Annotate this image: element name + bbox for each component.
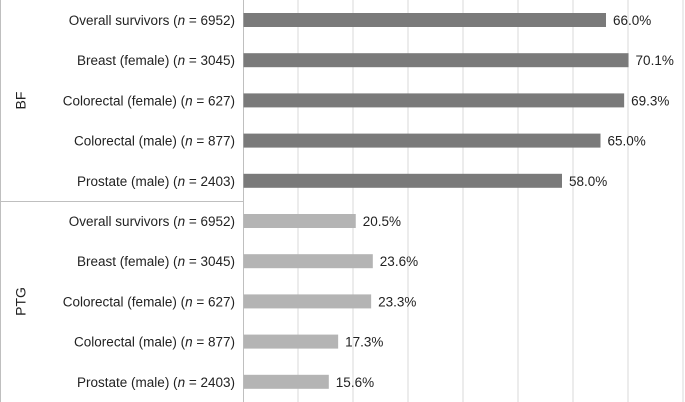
bar <box>243 53 629 68</box>
bar <box>243 374 329 389</box>
bar <box>243 133 601 148</box>
value-label: 58.0% <box>569 174 607 189</box>
bar <box>243 334 339 349</box>
bar <box>243 13 606 27</box>
labels: Overall survivors (n = 6952) 66.0% Breast … <box>13 13 674 390</box>
category-label: Prostate (male) (n = 2403) <box>77 174 235 189</box>
category-label: Breast (female) (n = 3045) <box>77 254 235 269</box>
category-label: Overall survivors (n = 6952) <box>69 214 235 229</box>
category-label: Overall survivors (n = 6952) <box>69 13 235 28</box>
bar <box>243 254 373 269</box>
bar <box>243 93 625 108</box>
value-label: 17.3% <box>345 335 383 350</box>
value-label: 23.3% <box>378 294 416 309</box>
category-label: Colorectal (male) (n = 877) <box>74 134 235 149</box>
bars <box>243 13 629 389</box>
value-label: 70.1% <box>636 53 674 68</box>
category-label: Colorectal (female) (n = 627) <box>63 93 235 108</box>
bar <box>243 214 356 228</box>
value-label: 15.6% <box>336 375 374 390</box>
group-label: PTG <box>13 287 29 316</box>
value-label: 69.3% <box>631 93 669 108</box>
value-label: 23.6% <box>380 254 418 269</box>
category-label: Prostate (male) (n = 2403) <box>77 375 235 390</box>
category-label: Colorectal (male) (n = 877) <box>74 335 235 350</box>
category-label: Breast (female) (n = 3045) <box>77 53 235 68</box>
category-label: Colorectal (female) (n = 627) <box>63 294 235 309</box>
value-label: 20.5% <box>363 214 401 229</box>
group-label: BF <box>13 92 29 110</box>
bar <box>243 294 372 309</box>
value-label: 66.0% <box>613 13 651 28</box>
bar <box>243 173 562 188</box>
value-label: 65.0% <box>608 134 646 149</box>
